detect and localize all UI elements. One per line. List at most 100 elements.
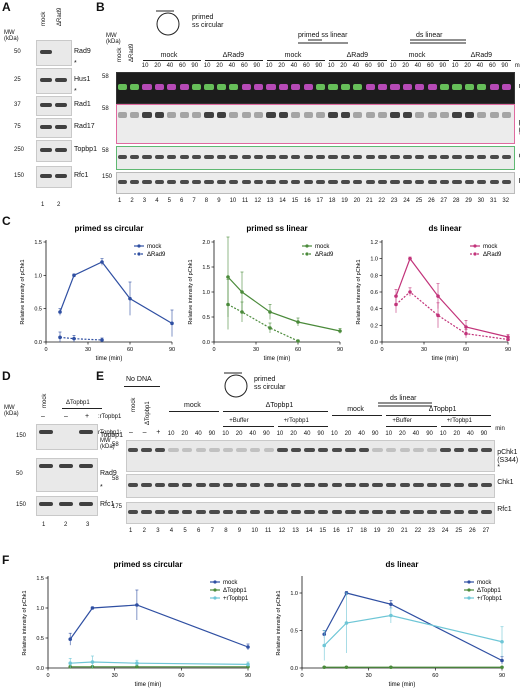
group-bracket [386, 426, 437, 427]
y-tick-label: 0.5 [290, 629, 298, 635]
blot-band [345, 483, 356, 487]
blot-band [358, 510, 370, 514]
condition-label: ΔRad9 [470, 52, 493, 59]
blot-band [501, 112, 512, 118]
mw-label-b: MW (kDa) [106, 33, 121, 45]
lane-number: 22 [378, 198, 386, 204]
y-tick-label: 0.4 [370, 307, 378, 313]
data-point [128, 296, 132, 301]
x-tick-label: 60 [295, 347, 301, 353]
series-line [395, 257, 509, 338]
lane-number: 12 [278, 528, 286, 534]
mw-marker: 58 [112, 476, 119, 482]
blot-band [179, 155, 189, 159]
lane-number: 20 [353, 198, 361, 204]
blot-band [304, 448, 315, 452]
blot-band [303, 84, 313, 90]
blot-band [452, 180, 462, 184]
condition-label: mock [184, 402, 201, 409]
group-bracket [124, 386, 160, 387]
blot-band [481, 448, 492, 452]
blot-band [399, 448, 411, 452]
lane-number: 10 [251, 528, 259, 534]
blot-band [331, 483, 343, 487]
mw-marker: 150 [102, 174, 113, 180]
blot-band [79, 430, 93, 434]
group-bracket [62, 408, 102, 409]
blot-band [179, 180, 189, 184]
time-point-label: 90 [208, 431, 216, 437]
blot-band [191, 155, 202, 159]
blot-band [195, 448, 207, 452]
lane-number: 5 [183, 528, 187, 534]
condition-label: ΔTopbp1 [428, 406, 457, 413]
legend-marker [473, 252, 477, 256]
treatment-label: +rTopbp1 [446, 418, 472, 424]
blot-band [181, 510, 193, 514]
blot-band [263, 448, 275, 452]
lane-number: 7 [210, 528, 214, 534]
blot-band [304, 510, 315, 514]
group-bracket [204, 60, 263, 61]
y-tick-label: 0.5 [36, 636, 44, 642]
data-point [268, 310, 272, 314]
lane-number: 18 [360, 528, 367, 534]
group-bracket [390, 60, 449, 61]
lane-number: 15 [291, 198, 299, 204]
condition-label: mock [160, 52, 178, 59]
blot-band [452, 84, 462, 90]
blot-band [477, 84, 487, 90]
blot-band [402, 155, 413, 159]
blot-band [195, 510, 207, 514]
blot-band [154, 84, 165, 90]
time-point-label: 90 [253, 63, 261, 69]
blot-band [222, 448, 234, 452]
group-bracket [332, 415, 383, 416]
blot-band [168, 448, 179, 452]
mw-marker: 50 [16, 471, 23, 477]
blot-band [142, 155, 152, 159]
blot-band [328, 112, 338, 118]
legend-marker [467, 588, 471, 592]
blot-band [385, 510, 397, 514]
mw-marker: 75 [14, 124, 21, 130]
x-axis-label: time (min) [389, 682, 416, 688]
blot-band [385, 448, 397, 452]
blot-band [117, 155, 127, 159]
x-tick-label: 30 [253, 347, 259, 353]
blot-strip [36, 140, 72, 162]
blot-label: Hus1 [74, 76, 91, 83]
nonspecific-star: * [497, 464, 500, 471]
data-point [344, 665, 349, 670]
time-point-label: 40 [249, 431, 257, 437]
blot-band [209, 510, 220, 514]
legend-marker [137, 244, 141, 248]
legend-entry: mock [315, 244, 330, 250]
condition-label: mock [284, 52, 302, 59]
time-point-label: 10 [385, 431, 393, 437]
blot-band [129, 84, 140, 90]
x-tick-label: 30 [112, 673, 118, 679]
time-point-label: 90 [315, 63, 323, 69]
y-tick-label: 0.8 [370, 273, 378, 279]
lane-number: 2 [64, 522, 68, 528]
lane-label-dtopbp1-d: ΔTopbp1 [66, 400, 90, 406]
time-point-label: 40 [228, 63, 236, 69]
rtopbp1-sign: – [142, 429, 147, 436]
time-point-label: 90 [439, 63, 447, 69]
data-point [72, 273, 76, 278]
lane-number: 1 [129, 528, 133, 534]
nonspecific-star: * [100, 484, 103, 491]
blot-strip [36, 424, 98, 450]
data-point [72, 336, 76, 341]
substrate-label: ds linear [416, 32, 443, 39]
data-point [500, 639, 504, 644]
lane-number: 23 [390, 198, 398, 204]
blot-band [129, 180, 140, 184]
blot-band [222, 483, 234, 487]
blot-band [477, 180, 487, 184]
lane-number: 2 [142, 528, 146, 534]
blot-band [141, 483, 152, 487]
x-tick-label: 30 [421, 347, 427, 353]
legend-entry: +rTopbp1 [223, 596, 249, 602]
